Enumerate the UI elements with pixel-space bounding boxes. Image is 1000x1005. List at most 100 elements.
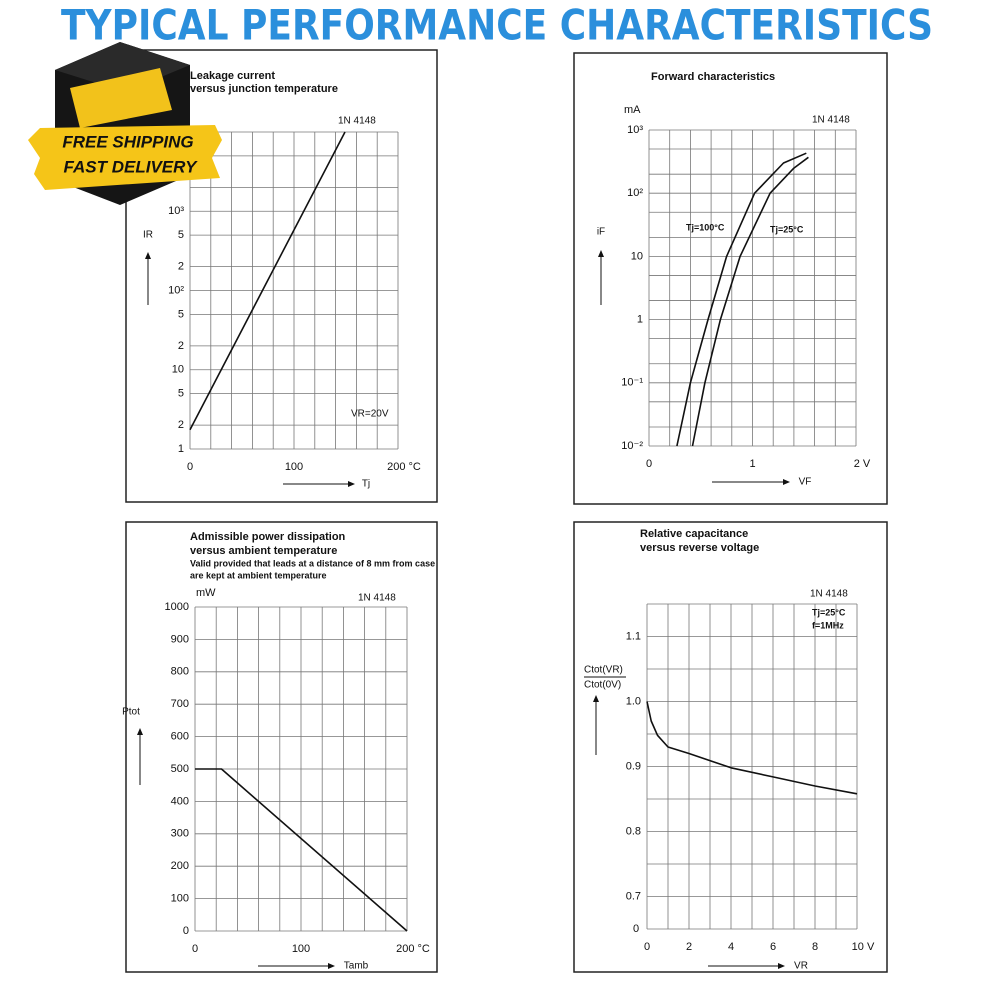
chart-frame	[573, 521, 888, 973]
x-axis-label: Tamb	[344, 961, 369, 972]
x-tick-label: 2	[686, 941, 692, 953]
y-tick-label: 1	[637, 314, 643, 326]
y-tick-label: 10²	[168, 284, 184, 296]
y-tick-label: 700	[171, 698, 189, 710]
chart-title: Leakage current	[190, 70, 275, 82]
x-tick-label: 2 V	[854, 458, 871, 470]
chart-title: Admissible power dissipation	[190, 531, 346, 543]
y-tick-label: 1000	[165, 601, 189, 613]
chart-note: are kept at ambient temperature	[190, 570, 327, 580]
y-tick-label: 800	[171, 666, 189, 678]
x-tick-label: 6	[770, 941, 776, 953]
y-tick-label: 900	[171, 633, 189, 645]
y-tick-label: 400	[171, 795, 189, 807]
x-tick-label: 0	[644, 941, 650, 953]
axis-arrow-head	[145, 252, 151, 259]
series-line	[195, 768, 408, 932]
axis-arrow-head	[593, 695, 599, 702]
axis-arrow-head	[348, 481, 355, 487]
y-tick-label: 2	[178, 261, 184, 273]
annotation: 1N 4148	[358, 593, 396, 604]
chart-title: Forward characteristics	[651, 71, 775, 83]
annotation: VR=20V	[351, 409, 389, 420]
series-line	[646, 701, 858, 795]
annotation: 1N 4148	[812, 115, 850, 126]
y-axis-label: Ctot(VR)	[584, 665, 623, 676]
y-tick-label: 5	[178, 229, 184, 241]
shipping-badge: FREE SHIPPING FAST DELIVERY	[28, 42, 222, 205]
y-tick-label: 100	[171, 893, 189, 905]
chart-title: versus ambient temperature	[190, 545, 337, 557]
chart-title: Relative capacitance	[640, 528, 748, 540]
badge-burst	[28, 125, 222, 190]
axis-arrow-head	[778, 963, 785, 969]
y-tick-label: 300	[171, 828, 189, 840]
x-tick-label: 0	[187, 461, 193, 473]
x-tick-label: 0	[192, 943, 198, 955]
series-line	[189, 131, 346, 431]
y-tick-label: 10²	[627, 187, 643, 199]
y-tick-label: 0	[633, 923, 639, 935]
y-tick-label: 2	[178, 419, 184, 431]
axis-arrow-head	[598, 250, 604, 257]
chart-note: Valid provided that leads at a distance …	[190, 558, 435, 568]
annotation: 1N 4148	[810, 589, 848, 600]
chart-frame	[125, 521, 438, 973]
y-tick-label: 500	[171, 763, 189, 775]
axis-arrow-head	[783, 479, 790, 485]
badge-box-top	[55, 42, 190, 92]
y-tick-label: 10³	[168, 205, 184, 217]
axis-arrow-head	[137, 728, 143, 735]
y-tick-label: 5	[178, 308, 184, 320]
y-tick-label: 10⁻¹	[621, 377, 643, 389]
y-axis-label: Ptot	[122, 707, 140, 718]
axis-unit: mA	[624, 104, 641, 116]
axis-unit: mW	[196, 587, 216, 599]
series-label: Tj=25°C	[770, 224, 804, 234]
x-tick-label: 10 V	[852, 941, 875, 953]
y-tick-label: 200	[171, 860, 189, 872]
y-tick-label: 10	[631, 250, 643, 262]
x-tick-label: 100	[285, 461, 303, 473]
y-tick-label: 0	[183, 925, 189, 937]
x-tick-label: 200 °C	[396, 943, 430, 955]
series-line	[691, 156, 809, 447]
y-tick-label: 5	[178, 388, 184, 400]
y-tick-label: 10³	[627, 124, 643, 136]
page-title: TYPICAL PERFORMANCE CHARACTERISTICS	[61, 1, 933, 50]
y-tick-label: 600	[171, 731, 189, 743]
annotation: Tj=25°C	[812, 607, 846, 617]
x-axis-label: Tj	[362, 479, 370, 490]
axis-arrow-head	[328, 963, 335, 969]
y-tick-label: 1.1	[626, 630, 641, 642]
series-line	[676, 152, 807, 447]
badge-ribbon	[70, 68, 172, 128]
y-tick-label: 0.9	[626, 760, 641, 772]
y-tick-label: 2	[178, 340, 184, 352]
y-tick-label: 1	[178, 443, 184, 455]
x-tick-label: 8	[812, 941, 818, 953]
chart-frame	[573, 52, 888, 505]
badge-line: FAST DELIVERY	[64, 157, 199, 176]
x-axis-label: VF	[799, 477, 812, 488]
y-tick-label: 0.8	[626, 825, 641, 837]
y-tick-label: 0.7	[626, 890, 641, 902]
chart-title: versus junction temperature	[190, 83, 338, 95]
y-tick-label: 1.0	[626, 695, 641, 707]
y-tick-label: 10	[172, 364, 184, 376]
x-tick-label: 0	[646, 458, 652, 470]
series-label: Tj=100°C	[686, 222, 725, 232]
x-tick-label: 1	[749, 458, 755, 470]
x-tick-label: 200 °C	[387, 461, 421, 473]
annotation: 1N 4148	[338, 116, 376, 127]
y-axis-label: Ctot(0V)	[584, 680, 621, 691]
chart-title: versus reverse voltage	[640, 542, 759, 554]
x-tick-label: 4	[728, 941, 734, 953]
x-tick-label: 100	[292, 943, 310, 955]
y-axis-label: iF	[597, 227, 605, 238]
x-axis-label: VR	[794, 961, 808, 972]
y-tick-label: 10⁻²	[621, 440, 643, 452]
badge-line: FREE SHIPPING	[62, 132, 193, 151]
annotation: f=1MHz	[812, 620, 844, 630]
